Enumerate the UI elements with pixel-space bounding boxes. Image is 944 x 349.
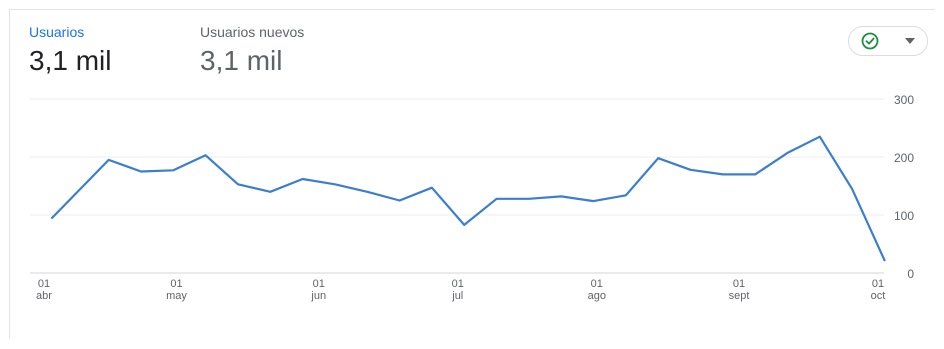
y-tick-label-0: 0 (907, 267, 914, 281)
series-line-0 (50, 135, 886, 262)
y-tick-label-100: 100 (894, 209, 914, 223)
metric-new-users-value: 3,1 mil (200, 45, 283, 76)
x-tick-month-1: may (166, 290, 187, 302)
metric-users[interactable]: Usuarios 3,1 mil (29, 24, 111, 78)
x-tick-month-4: ago (588, 290, 606, 302)
x-tick-month-0: abr (36, 290, 52, 302)
x-tick-month-3: jul (451, 290, 463, 302)
caret-down-icon (905, 38, 915, 44)
y-tick-label-300: 300 (894, 93, 914, 107)
x-tick-day-0: 01 (38, 278, 50, 290)
users-overview-card: Usuarios 3,1 mil Usuarios nuevos 3,1 mil (9, 9, 935, 339)
x-tick-day-2: 01 (313, 278, 325, 290)
metric-new-users-label: Usuarios nuevos (200, 24, 305, 40)
x-tick-day-3: 01 (452, 278, 464, 290)
x-tick-day-6: 01 (872, 278, 884, 290)
x-tick-day-1: 01 (170, 278, 182, 290)
x-tick-day-4: 01 (591, 278, 603, 290)
x-tick-month-2: jun (310, 290, 326, 302)
y-tick-label-200: 200 (894, 151, 914, 165)
metric-users-label: Usuarios (29, 24, 85, 40)
x-tick-day-5: 01 (733, 278, 745, 290)
x-tick-month-6: oct (871, 290, 886, 302)
metric-users-value: 3,1 mil (29, 45, 112, 76)
check-circle-icon (861, 32, 879, 50)
x-tick-month-5: sept (729, 290, 750, 302)
metric-new-users[interactable]: Usuarios nuevos 3,1 mil (200, 24, 304, 78)
compare-dropdown-button[interactable] (848, 26, 928, 56)
